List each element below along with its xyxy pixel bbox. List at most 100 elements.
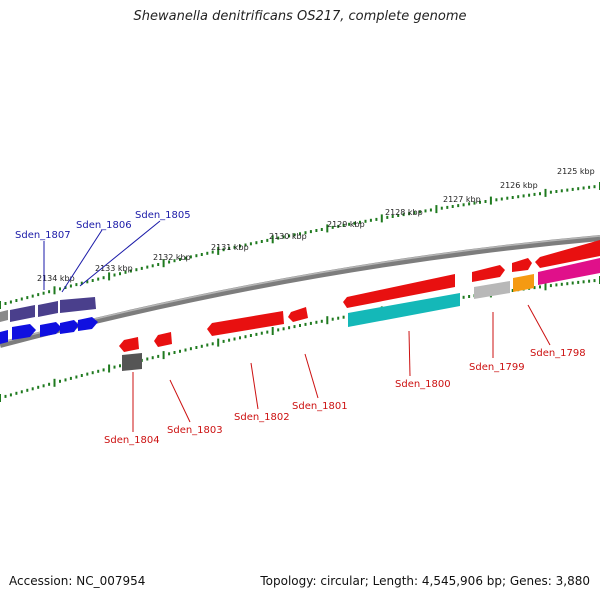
inner-ring-tick bbox=[533, 286, 536, 290]
inner-ring-tick bbox=[282, 327, 285, 331]
gene-feature-sden-1804b[interactable] bbox=[122, 353, 142, 371]
kbp-labels: 2125 kbp 2126 kbp 2127 kbp 2128 kbp 2129… bbox=[37, 167, 595, 283]
inner-ring-tick bbox=[266, 330, 269, 334]
inner-ring-tick bbox=[309, 321, 312, 325]
gene-label-sden-1807[interactable]: Sden_1807 bbox=[15, 230, 71, 241]
inner-ring-tick bbox=[108, 364, 111, 373]
inner-ring-tick bbox=[162, 351, 165, 360]
gene-feature-blue-e[interactable] bbox=[78, 317, 98, 331]
inner-ring-tick bbox=[26, 388, 29, 392]
gene-feature-red-f3[interactable] bbox=[535, 240, 600, 268]
gene-feature-cyan[interactable] bbox=[348, 293, 460, 327]
gene-label-sden-1798[interactable]: Sden_1798 bbox=[530, 348, 586, 359]
inner-ring-tick bbox=[211, 342, 214, 346]
outer-ring-tick bbox=[359, 220, 361, 224]
gene-label-sden-1806[interactable]: Sden_1806 bbox=[76, 220, 132, 231]
outer-ring-tick bbox=[119, 272, 121, 276]
outer-ring-tick bbox=[9, 300, 12, 304]
inner-ring-tick bbox=[588, 279, 591, 283]
inner-ring-tick bbox=[151, 356, 154, 360]
outer-ring-tick bbox=[511, 196, 514, 199]
outer-ring-tick bbox=[566, 188, 569, 192]
gene-feature-sden-1804a[interactable] bbox=[119, 337, 139, 352]
outer-ring-tick bbox=[26, 296, 29, 300]
inner-ring-tick bbox=[320, 319, 323, 323]
outer-ring-tick bbox=[162, 259, 165, 268]
outer-ring-tick bbox=[266, 238, 269, 242]
gene-feature-sden-1806[interactable] bbox=[38, 301, 58, 317]
reverse-genes bbox=[119, 307, 308, 371]
gene-feature-sden-1803[interactable] bbox=[154, 332, 172, 347]
gene-feature-sden-1801[interactable] bbox=[288, 307, 308, 322]
outer-ring-tick bbox=[560, 189, 563, 193]
gene-feature-blue-b[interactable] bbox=[12, 324, 36, 340]
inner-ring-tick bbox=[582, 280, 585, 284]
outer-ring-tick bbox=[91, 279, 94, 282]
gene-label-sden-1801[interactable]: Sden_1801 bbox=[292, 401, 348, 412]
gene-feature-sden-1808[interactable] bbox=[0, 310, 8, 322]
kbp-label: 2133 kbp bbox=[95, 264, 133, 273]
gene-feature-blue-a[interactable] bbox=[0, 330, 8, 344]
outer-ring-tick bbox=[239, 244, 241, 248]
inner-ring-tick bbox=[119, 364, 121, 368]
gene-label-leaders bbox=[43, 220, 551, 432]
outer-ring-tick bbox=[375, 217, 378, 221]
inner-ring-tick bbox=[233, 337, 236, 341]
outer-ring-tick bbox=[124, 270, 127, 274]
gene-feature-sden-1802[interactable] bbox=[207, 311, 284, 336]
gene-feature-blue-c[interactable] bbox=[40, 322, 62, 337]
outer-ring-tick bbox=[451, 205, 454, 208]
inner-ring-tick bbox=[244, 335, 247, 339]
outer-ring-tick bbox=[522, 194, 525, 198]
outer-ring-tick bbox=[440, 206, 443, 210]
inner-ring-tick bbox=[277, 328, 280, 332]
gene-feature-sden-1805[interactable] bbox=[60, 297, 96, 313]
outer-ring-tick bbox=[97, 277, 100, 281]
gene-feature-red-f1[interactable] bbox=[472, 265, 505, 282]
inner-ring-tick bbox=[206, 343, 209, 347]
inner-ring-tick bbox=[539, 285, 541, 289]
gene-feature-gray[interactable] bbox=[474, 281, 510, 299]
gene-feature-red-f2[interactable] bbox=[512, 258, 532, 272]
gene-label-sden-1805[interactable]: Sden_1805 bbox=[135, 210, 191, 221]
outer-ring-tick bbox=[468, 202, 471, 206]
gene-label-sden-1802[interactable]: Sden_1802 bbox=[234, 412, 290, 423]
inner-ring-tick bbox=[304, 322, 307, 326]
gene-label-sden-1803[interactable]: Sden_1803 bbox=[167, 425, 223, 436]
outer-ring-tick bbox=[299, 232, 301, 236]
gene-feature-blue-d[interactable] bbox=[60, 320, 79, 334]
outer-ring-tick bbox=[549, 190, 552, 194]
outer-ring-tick bbox=[15, 299, 18, 302]
inner-ring-tick bbox=[64, 378, 67, 382]
outer-ring-tick bbox=[129, 269, 132, 273]
outer-ring-tick bbox=[86, 280, 89, 284]
inner-ring-tick bbox=[255, 332, 258, 336]
forward-genes bbox=[0, 240, 600, 344]
outer-ring-tick bbox=[473, 201, 476, 205]
outer-ring-tick bbox=[4, 302, 7, 305]
outer-ring-tick bbox=[391, 215, 394, 218]
gene-feature-magenta[interactable] bbox=[538, 258, 600, 285]
inner-ring-tick bbox=[75, 375, 78, 379]
outer-ring-tick bbox=[337, 224, 340, 228]
gene-label-sden-1800[interactable]: Sden_1800 bbox=[395, 379, 451, 390]
outer-ring-tick bbox=[140, 266, 143, 270]
gene-label-sden-1804[interactable]: Sden_1804 bbox=[104, 435, 160, 446]
gene-feature-orange[interactable] bbox=[513, 274, 534, 292]
inner-ring-tick bbox=[0, 394, 1, 402]
gene-feature-sden-1807[interactable] bbox=[10, 305, 35, 322]
inner-ring-tick bbox=[331, 317, 334, 321]
outer-ring-tick bbox=[0, 301, 1, 309]
outer-ring-tick bbox=[195, 254, 198, 258]
outer-ring-tick bbox=[64, 286, 67, 289]
inner-ring-tick bbox=[31, 387, 34, 391]
inner-ring-tick bbox=[222, 339, 225, 343]
outer-ring-tick bbox=[364, 219, 367, 223]
inner-ring-tick bbox=[69, 376, 72, 380]
outer-ring-tick bbox=[413, 211, 416, 215]
outer-ring-tick bbox=[304, 231, 307, 235]
kbp-label: 2134 kbp bbox=[37, 274, 75, 283]
inner-ring-tick bbox=[97, 369, 100, 373]
gene-label-sden-1799[interactable]: Sden_1799 bbox=[469, 362, 525, 373]
gene-feature-red-long[interactable] bbox=[343, 274, 455, 308]
